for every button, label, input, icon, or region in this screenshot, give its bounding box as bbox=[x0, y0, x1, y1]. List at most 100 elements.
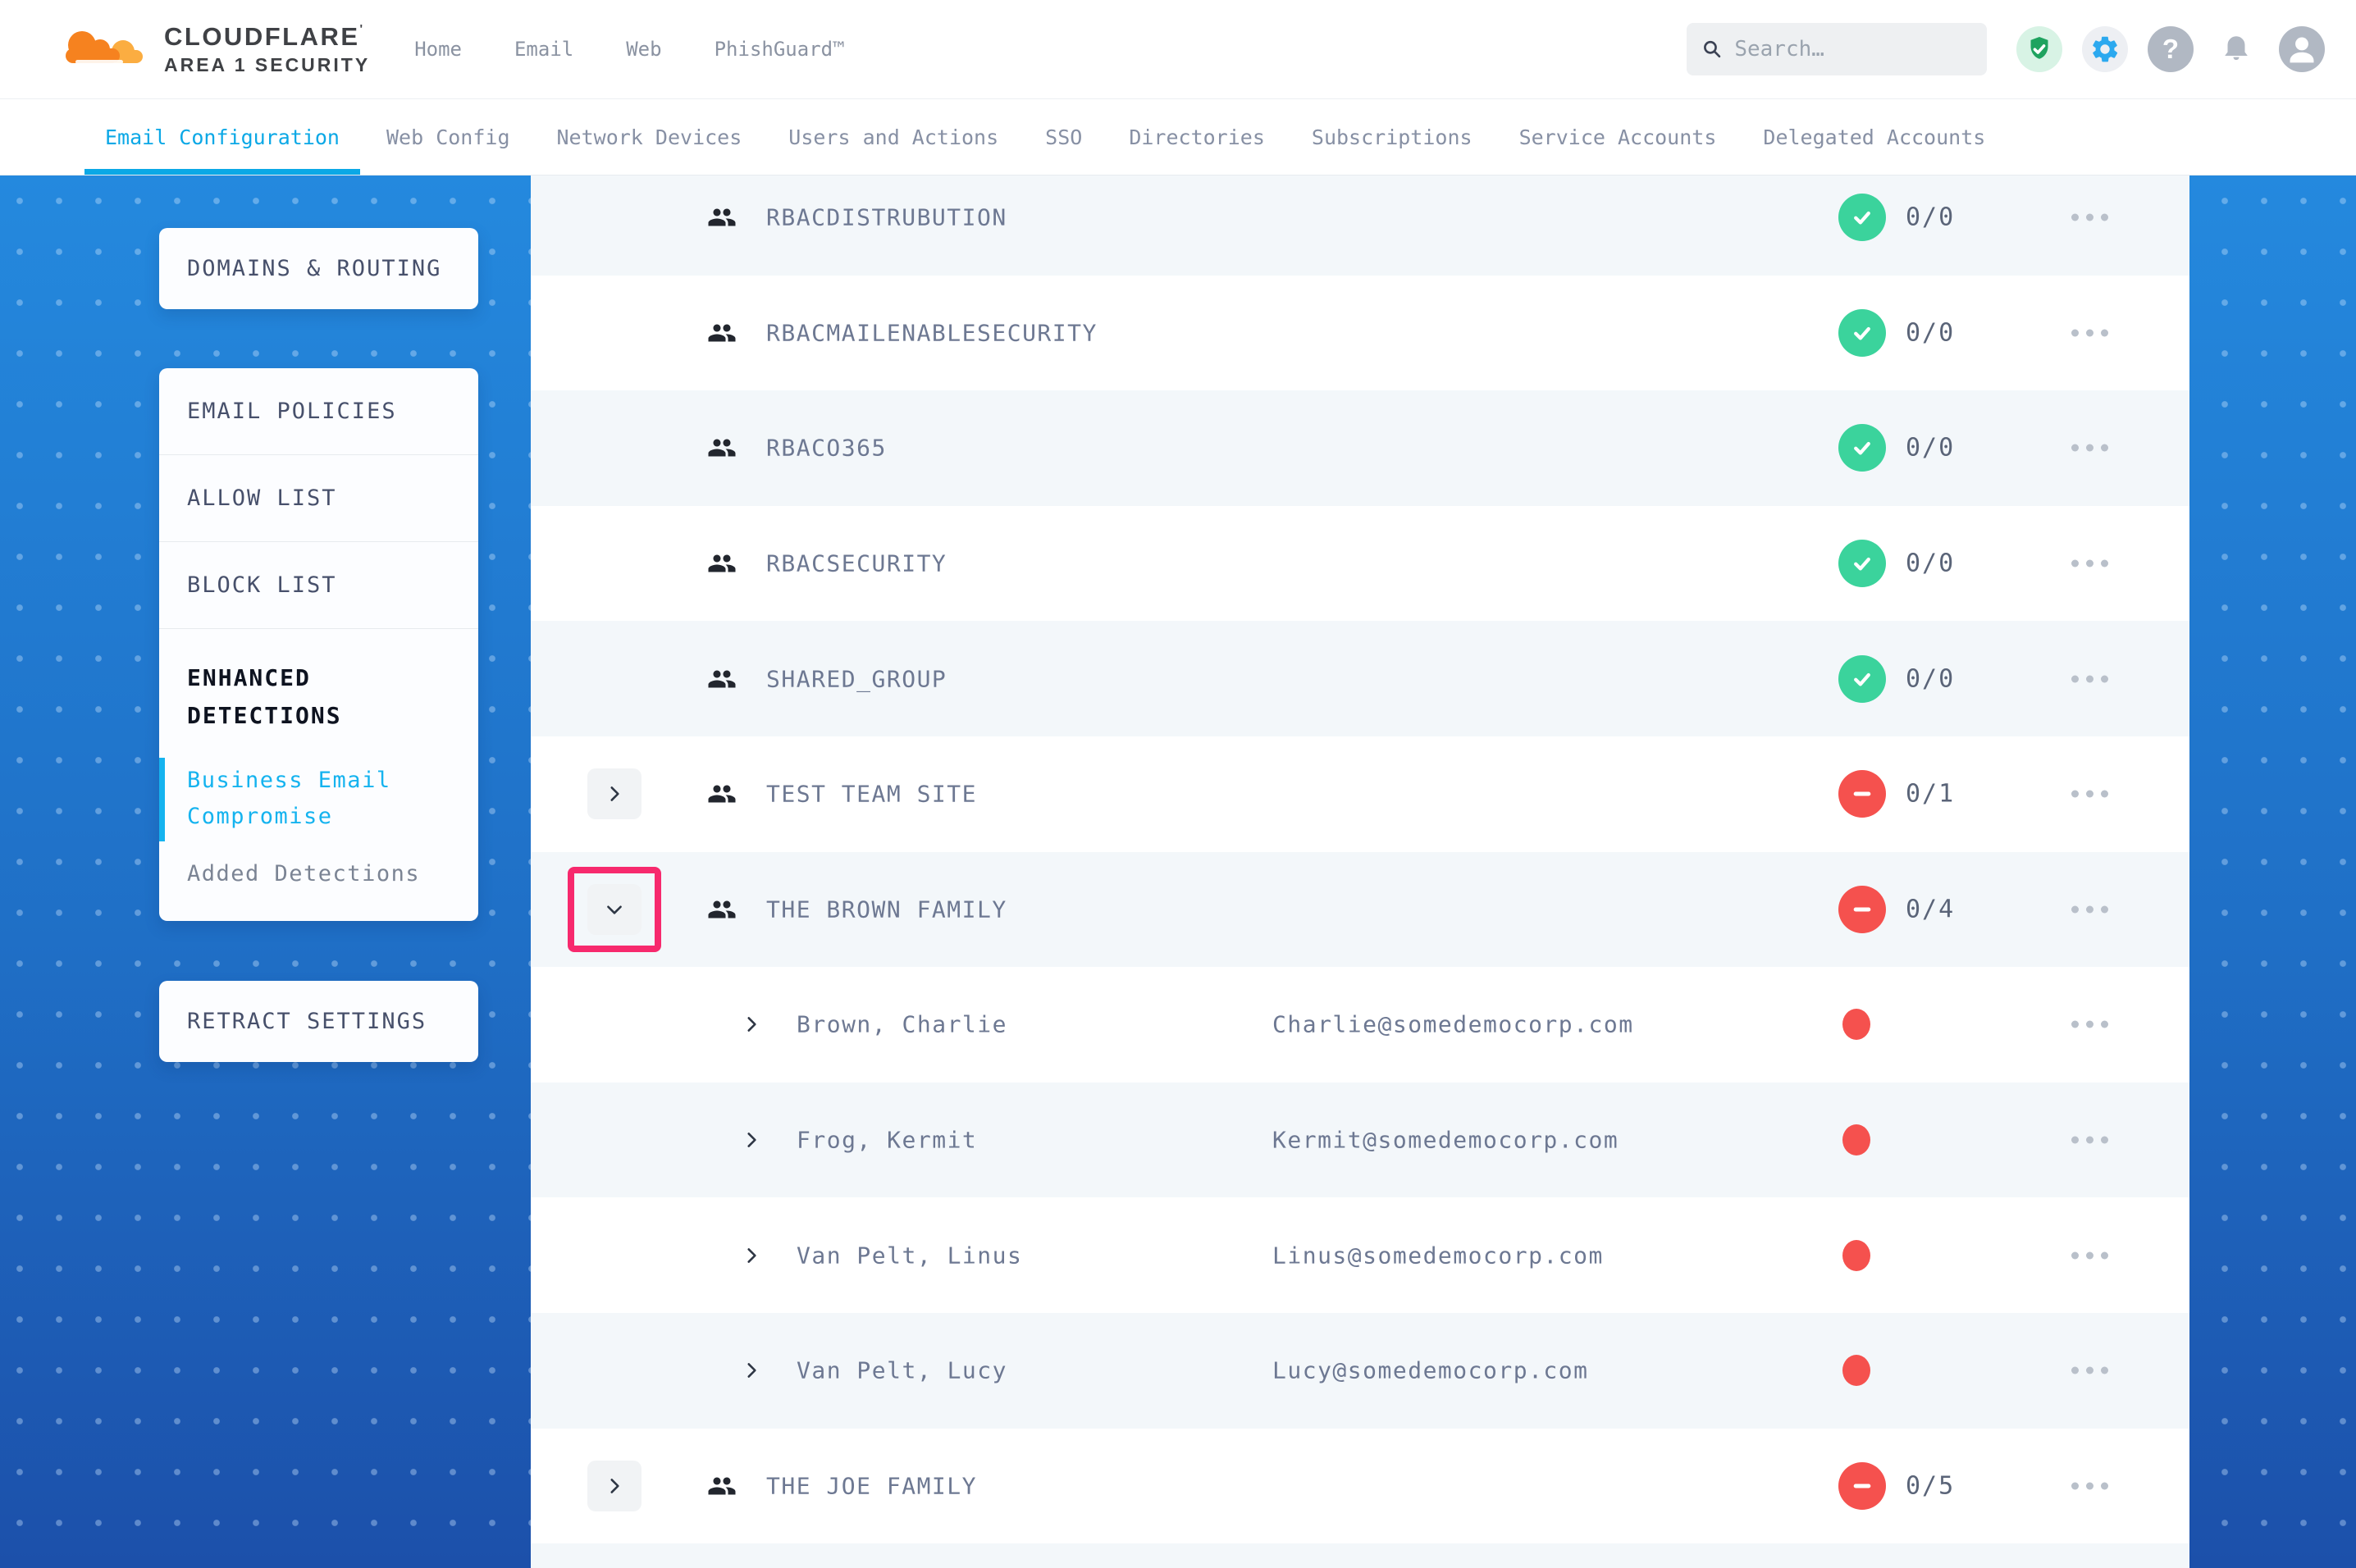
status-badge-error-icon bbox=[1838, 885, 1886, 933]
status-badge-ok-icon bbox=[1838, 654, 1886, 703]
row-actions-menu[interactable] bbox=[2063, 1243, 2116, 1267]
member-count: 0/0 bbox=[1906, 549, 1956, 578]
cloudflare-logo[interactable]: CLOUDFLARE' AREA 1 SECURITY bbox=[51, 22, 370, 76]
collapse-button-the-brown-family[interactable] bbox=[587, 883, 642, 935]
status-badge-ok-icon bbox=[1838, 308, 1886, 357]
sidebar-item-allow-list[interactable]: ALLOW LIST bbox=[159, 454, 478, 541]
tab-sso[interactable]: SSO bbox=[1045, 125, 1083, 149]
header-actions: ? bbox=[1687, 23, 2325, 75]
groups-panel: RBACDISTRUBUTION 0/0 RBACMAILENABLESECURIT… bbox=[531, 175, 2189, 1568]
nav-item-phishguard[interactable]: PhishGuard™ bbox=[714, 38, 845, 61]
bell-icon[interactable] bbox=[2213, 26, 2259, 72]
tab-network-devices[interactable]: Network Devices bbox=[556, 125, 742, 149]
sidebar-item-retract-settings[interactable]: RETRACT SETTINGS bbox=[159, 981, 478, 1062]
tab-subscriptions[interactable]: Subscriptions bbox=[1311, 125, 1472, 149]
tab-web-config[interactable]: Web Config bbox=[386, 125, 510, 149]
expand-button-the-joe-family[interactable] bbox=[587, 1460, 642, 1511]
row-actions-menu[interactable] bbox=[2063, 552, 2116, 576]
brand-line1: CLOUDFLARE' bbox=[164, 22, 365, 51]
group-people-icon bbox=[707, 664, 737, 694]
row-actions-menu[interactable] bbox=[2063, 436, 2116, 460]
group-name: SHARED_GROUP bbox=[766, 665, 947, 693]
group-row-the-brown-family: THE BROWN FAMILY 0/4 bbox=[531, 851, 2189, 968]
status-badge-error-icon bbox=[1838, 1461, 1886, 1510]
gear-icon[interactable] bbox=[2082, 26, 2128, 72]
sidebar-label: Business Email Compromise bbox=[187, 768, 391, 829]
row-actions-menu[interactable] bbox=[2063, 897, 2116, 921]
member-row-frog-kermit: Frog, Kermit Kermit@somedemocorp.com bbox=[531, 1082, 2189, 1198]
sidebar-label: BLOCK LIST bbox=[187, 572, 337, 598]
nav-item-email[interactable]: Email bbox=[514, 38, 574, 61]
status-badge-ok-icon bbox=[1838, 194, 1886, 242]
group-name: TEST TEAM SITE bbox=[766, 780, 978, 808]
sidebar-item-domains-routing[interactable]: DOMAINS & ROUTING bbox=[159, 228, 478, 309]
member-count: 0/0 bbox=[1906, 318, 1956, 348]
member-row-van-pelt-linus: Van Pelt, Linus Linus@somedemocorp.com bbox=[531, 1197, 2189, 1313]
row-actions-menu[interactable] bbox=[2063, 1128, 2116, 1152]
group-row-test-team-site: TEST TEAM SITE 0/1 bbox=[531, 736, 2189, 852]
chevron-right-icon[interactable] bbox=[741, 1014, 762, 1035]
row-actions-menu[interactable] bbox=[2063, 1359, 2116, 1383]
sidebar-label: ALLOW LIST bbox=[187, 485, 337, 511]
search-box[interactable] bbox=[1687, 23, 1987, 75]
help-icon[interactable]: ? bbox=[2148, 26, 2194, 72]
chevron-right-icon[interactable] bbox=[741, 1360, 762, 1381]
member-status-dot-error bbox=[1842, 1239, 1870, 1271]
row-actions-menu[interactable] bbox=[2063, 1474, 2116, 1497]
member-count: 0/5 bbox=[1906, 1471, 1956, 1501]
member-name: Van Pelt, Lucy bbox=[797, 1356, 1008, 1384]
group-people-icon bbox=[707, 318, 737, 348]
group-name: RBACO365 bbox=[766, 434, 887, 462]
expand-button-test-team-site[interactable] bbox=[587, 768, 642, 820]
sidebar-label: DOMAINS & ROUTING bbox=[187, 256, 442, 281]
cloudflare-cloud-icon bbox=[66, 31, 143, 64]
tab-directories[interactable]: Directories bbox=[1129, 125, 1265, 149]
member-status-dot-error bbox=[1842, 1355, 1870, 1387]
member-count: 0/0 bbox=[1906, 433, 1956, 463]
group-name: RBACMAILENABLESECURITY bbox=[766, 319, 1098, 347]
row-actions-menu[interactable] bbox=[2063, 206, 2116, 230]
sidebar-section-enhanced-detections: ENHANCED DETECTIONS Business Email Compr… bbox=[159, 628, 478, 921]
row-actions-menu[interactable] bbox=[2063, 1013, 2116, 1037]
sidebar-item-business-email-compromise[interactable]: Business Email Compromise bbox=[159, 758, 433, 841]
trademark-mark: ' bbox=[359, 22, 365, 36]
group-name: RBACSECURITY bbox=[766, 549, 947, 577]
chevron-right-icon[interactable] bbox=[741, 1245, 762, 1266]
member-count: 0/1 bbox=[1906, 779, 1956, 809]
nav-item-home[interactable]: Home bbox=[414, 38, 462, 61]
sidebar-item-block-list[interactable]: BLOCK LIST bbox=[159, 541, 478, 628]
nav-item-web[interactable]: Web bbox=[626, 38, 662, 61]
tab-service-accounts[interactable]: Service Accounts bbox=[1518, 125, 1717, 149]
sidebar-item-added-detections[interactable]: Added Detections bbox=[187, 861, 421, 887]
member-status-dot-error bbox=[1842, 1124, 1870, 1156]
groups-list: RBACDISTRUBUTION 0/0 RBACMAILENABLESECURIT… bbox=[531, 175, 2189, 1568]
status-badge-ok-icon bbox=[1838, 540, 1886, 588]
search-input[interactable] bbox=[1734, 37, 1972, 62]
row-actions-menu[interactable] bbox=[2063, 667, 2116, 691]
row-actions-menu[interactable] bbox=[2063, 321, 2116, 344]
group-row-shared-group: SHARED_GROUP 0/0 bbox=[531, 621, 2189, 736]
group-row-rbaco365: RBACO365 0/0 bbox=[531, 390, 2189, 506]
group-people-icon bbox=[707, 779, 737, 809]
sidebar-item-email-policies[interactable]: EMAIL POLICIES bbox=[159, 368, 478, 454]
sidebar: DOMAINS & ROUTING EMAIL POLICIES ALLOW L… bbox=[159, 228, 478, 1062]
member-name: Frog, Kermit bbox=[797, 1126, 978, 1154]
sidebar-item-enhanced-detections[interactable]: ENHANCED DETECTIONS bbox=[187, 664, 342, 729]
group-row-rbacdistrubution: RBACDISTRUBUTION 0/0 bbox=[531, 175, 2189, 276]
tab-email-configuration[interactable]: Email Configuration bbox=[84, 99, 360, 175]
question-glyph: ? bbox=[2162, 34, 2180, 64]
member-count: 0/0 bbox=[1906, 664, 1956, 694]
chevron-right-icon bbox=[610, 786, 619, 802]
member-email: Lucy@somedemocorp.com bbox=[1272, 1356, 1589, 1384]
group-row-rbacmailenablesecurity: RBACMAILENABLESECURITY 0/0 bbox=[531, 275, 2189, 391]
shield-check-icon[interactable] bbox=[2016, 26, 2062, 72]
account-icon[interactable] bbox=[2279, 26, 2325, 72]
tab-users-and-actions[interactable]: Users and Actions bbox=[788, 125, 999, 149]
row-actions-menu[interactable] bbox=[2063, 782, 2116, 806]
chevron-right-icon[interactable] bbox=[741, 1129, 762, 1151]
group-name: THE JOE FAMILY bbox=[766, 1472, 978, 1500]
member-status-dot-error bbox=[1842, 1009, 1870, 1041]
member-row-brown-charlie: Brown, Charlie Charlie@somedemocorp.com bbox=[531, 967, 2189, 1083]
tab-delegated-accounts[interactable]: Delegated Accounts bbox=[1763, 125, 1986, 149]
member-count: 0/4 bbox=[1906, 895, 1956, 924]
